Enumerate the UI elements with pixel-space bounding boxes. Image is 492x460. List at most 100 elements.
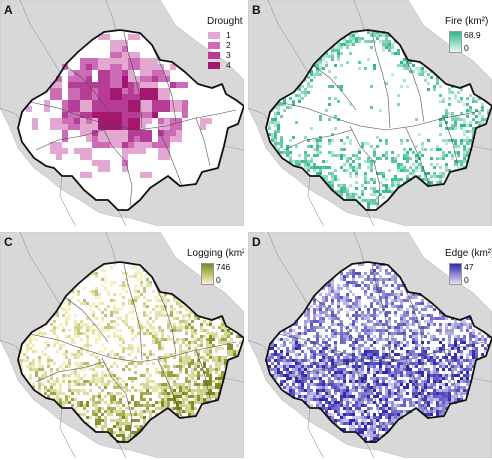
data-cell — [400, 166, 403, 169]
data-cell — [74, 323, 77, 326]
data-cell — [122, 272, 125, 275]
data-cell — [224, 365, 227, 368]
data-cell — [439, 341, 442, 344]
data-cell — [62, 302, 65, 305]
data-cell — [376, 383, 379, 386]
data-cell — [182, 398, 185, 401]
data-cell — [131, 431, 134, 434]
data-cell — [442, 115, 445, 118]
data-cell — [92, 329, 95, 332]
data-cell — [152, 142, 158, 148]
data-cell — [469, 359, 472, 362]
data-cell — [286, 368, 289, 371]
data-cell — [164, 302, 167, 305]
data-cell — [149, 317, 152, 320]
data-cell — [304, 163, 307, 166]
data-cell — [286, 350, 289, 353]
data-cell — [328, 70, 331, 73]
data-cell — [373, 317, 376, 320]
data-cell — [370, 281, 373, 284]
data-cell — [271, 109, 274, 112]
data-cell — [44, 386, 47, 389]
data-cell — [283, 100, 286, 103]
data-cell — [104, 130, 110, 136]
data-cell — [170, 407, 173, 410]
data-cell — [466, 115, 469, 118]
data-cell — [218, 338, 221, 341]
subbasin-line — [101, 357, 133, 439]
data-cell — [397, 305, 400, 308]
data-cell — [394, 383, 397, 386]
data-cell — [307, 389, 310, 392]
data-cell — [412, 293, 415, 296]
data-cell — [439, 124, 442, 127]
data-cell — [391, 377, 394, 380]
data-cell — [427, 410, 430, 413]
data-cell — [41, 353, 44, 356]
data-cell — [155, 338, 158, 341]
data-cell — [421, 347, 424, 350]
data-cell — [68, 362, 71, 365]
data-cell — [349, 308, 352, 311]
data-cell — [427, 401, 430, 404]
data-cell — [391, 356, 394, 359]
data-cell — [107, 290, 110, 293]
data-cell — [206, 395, 209, 398]
data-cell — [89, 416, 92, 419]
data-cell — [439, 413, 442, 416]
data-cell — [376, 205, 379, 208]
data-cell — [203, 329, 206, 332]
data-cell — [116, 323, 119, 326]
data-cell — [340, 326, 343, 329]
data-cell — [343, 386, 346, 389]
data-cell — [298, 326, 301, 329]
data-cell — [403, 64, 406, 67]
data-cell — [62, 377, 65, 380]
data-cell — [382, 34, 385, 37]
data-cell — [340, 383, 343, 386]
data-cell — [349, 401, 352, 404]
data-cell — [397, 293, 400, 296]
data-cell — [122, 52, 128, 58]
data-cell — [355, 193, 358, 196]
data-cell — [86, 422, 89, 425]
data-cell — [182, 112, 188, 118]
data-cell — [376, 196, 379, 199]
data-cell — [433, 338, 436, 341]
data-cell — [337, 317, 340, 320]
data-cell — [439, 157, 442, 160]
data-cell — [406, 320, 409, 323]
data-cell — [313, 350, 316, 353]
data-cell — [140, 88, 146, 94]
data-cell — [26, 356, 29, 359]
data-cell — [59, 344, 62, 347]
data-cell — [376, 323, 379, 326]
data-cell — [194, 350, 197, 353]
data-cell — [316, 172, 319, 175]
data-cell — [53, 392, 56, 395]
data-cell — [295, 371, 298, 374]
data-cell — [283, 359, 286, 362]
data-cell — [439, 365, 442, 368]
data-cell — [304, 94, 307, 97]
data-cell — [367, 166, 370, 169]
data-cell — [466, 97, 469, 100]
data-cell — [155, 341, 158, 344]
data-cell — [149, 284, 152, 287]
data-cell — [74, 94, 80, 100]
data-cell — [379, 323, 382, 326]
data-cell — [131, 347, 134, 350]
data-cell — [158, 344, 161, 347]
data-cell — [463, 139, 466, 142]
data-cell — [143, 314, 146, 317]
data-cell — [292, 338, 295, 341]
data-cell — [80, 377, 83, 380]
data-cell — [191, 401, 194, 404]
data-cell — [26, 106, 32, 112]
data-cell — [179, 311, 182, 314]
data-cell — [134, 76, 140, 82]
data-cell — [430, 359, 433, 362]
data-cell — [92, 82, 98, 88]
data-cell — [340, 374, 343, 377]
data-cell — [406, 368, 409, 371]
